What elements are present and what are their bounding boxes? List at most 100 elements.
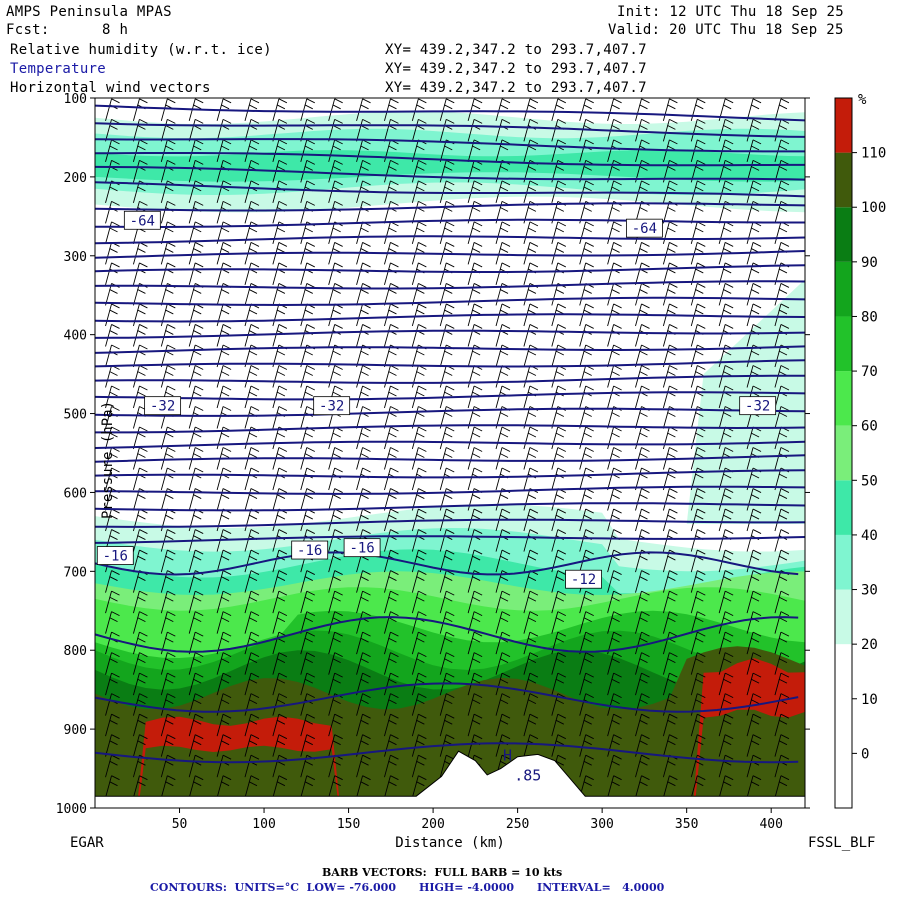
wind-barb [384, 488, 399, 511]
wind-barb [244, 365, 260, 388]
wind-barb [244, 775, 260, 798]
wind-barb [746, 693, 762, 716]
wind-barb [607, 344, 622, 368]
wind-barb [300, 631, 315, 655]
wind-barb [132, 426, 148, 450]
wind-barb [774, 611, 790, 634]
wind-barb [216, 590, 232, 614]
wind-barb [607, 713, 622, 737]
wind-barb [495, 549, 511, 573]
wind-barb [690, 98, 706, 121]
wind-barb [523, 426, 539, 450]
wind-barb [718, 652, 734, 675]
wind-barb [244, 385, 260, 409]
field-name-rh: Relative humidity (w.r.t. ice) [10, 42, 272, 58]
wind-barb [356, 590, 371, 614]
wind-barb [551, 570, 567, 593]
wind-barb [635, 652, 650, 675]
wind-barb [160, 242, 176, 265]
wind-barb [160, 775, 176, 798]
wind-barb [411, 734, 427, 757]
x-tick-label: 400 [759, 817, 782, 832]
wind-barb [662, 488, 678, 511]
colorbar-swatch [835, 261, 852, 317]
y-tick-label: 800 [64, 644, 87, 659]
wind-barb [160, 713, 176, 737]
wind-barb [105, 590, 120, 614]
wind-barb [495, 180, 511, 203]
wind-barb [439, 200, 455, 224]
isotherm-label-text: -32 [745, 399, 770, 415]
wind-barb [328, 652, 343, 675]
isotherm-label: -32 [313, 396, 351, 416]
wind-barb [690, 734, 706, 757]
wind-barb [662, 98, 678, 121]
wind-barb [607, 242, 622, 265]
terrain-profile [95, 750, 805, 808]
isotherm-label-text: -64 [130, 213, 155, 229]
wind-barb [635, 713, 650, 737]
temperature-contour [95, 518, 805, 528]
wind-barb [216, 672, 232, 696]
colorbar-tick-label: 20 [861, 637, 878, 653]
wind-barb [160, 590, 176, 614]
wind-barb [635, 365, 650, 388]
wind-barb [105, 754, 120, 778]
field-name-temperature: Temperature [10, 61, 107, 77]
wind-barb [384, 426, 399, 450]
wind-barb [132, 447, 148, 470]
wind-barb [635, 570, 650, 593]
wind-barb [411, 283, 427, 306]
wind-barb [495, 652, 511, 675]
wind-barb [690, 713, 706, 737]
wind-barb [216, 139, 232, 162]
wind-barb [662, 221, 678, 245]
temperature-contour [95, 165, 805, 181]
wind-barb [105, 426, 120, 450]
isotherm-label: -16 [96, 546, 134, 565]
wind-barb [272, 488, 288, 511]
wind-barb [579, 426, 594, 450]
wind-barb [635, 344, 650, 368]
wind-barb [774, 672, 790, 696]
y-axis-label: Pressure (hPa) [100, 401, 116, 519]
isotherm-label: -12 [565, 569, 602, 589]
wind-barb [216, 365, 232, 388]
colorbar-tick-label: 90 [861, 255, 878, 271]
wind-barb [551, 652, 567, 675]
temperature-contour [95, 374, 805, 384]
wind-barb [411, 303, 427, 327]
wind-barb [328, 611, 343, 634]
wind-barb [607, 98, 622, 121]
wind-barb [579, 242, 594, 265]
wind-barb [160, 693, 176, 716]
wind-barb [384, 159, 399, 183]
wind-barb [160, 672, 176, 696]
wind-barb [579, 221, 594, 245]
wind-barb [328, 631, 343, 655]
isotherm-label: -64 [626, 218, 663, 238]
wind-barb [607, 570, 622, 593]
wind-barb [774, 631, 790, 655]
wind-barb [690, 570, 706, 593]
y-tick-label: 400 [64, 329, 87, 344]
wind-barb [579, 590, 594, 614]
wind-barb [356, 98, 371, 121]
terrain-layer [95, 750, 805, 808]
wind-barb [523, 611, 539, 634]
wind-barb [272, 365, 288, 388]
wind-barb [160, 734, 176, 757]
wind-barb [105, 734, 120, 757]
x-tick-label: 350 [675, 817, 698, 832]
wind-barb [439, 631, 455, 655]
init-time: Init: 12 UTC Thu 18 Sep 25 [617, 4, 844, 20]
colorbar-tick-label: 10 [861, 692, 878, 708]
wind-barb [105, 775, 120, 798]
wind-barb [746, 488, 762, 511]
temperature-contour [95, 329, 805, 339]
rh-band-red-east [692, 658, 805, 808]
wind-barb [774, 734, 790, 757]
wind-barb [300, 385, 315, 409]
wind-barb [132, 713, 148, 737]
wind-barb [356, 754, 371, 778]
